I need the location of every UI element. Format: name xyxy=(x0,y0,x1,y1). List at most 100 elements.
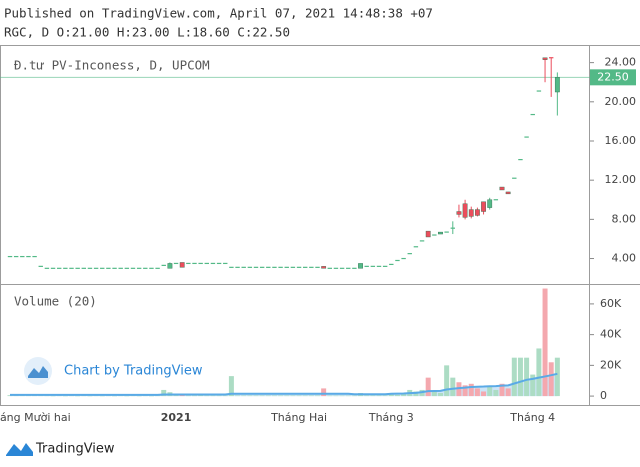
volume-bar xyxy=(222,395,228,397)
volume-bar xyxy=(493,389,499,397)
volume-bar xyxy=(370,395,376,397)
brand-text: TradingView xyxy=(35,442,115,457)
candle-body xyxy=(112,267,117,269)
candle-body xyxy=(536,90,542,92)
volume-bar xyxy=(308,395,314,397)
volume-bar xyxy=(253,395,259,397)
candle-body xyxy=(93,267,99,269)
candle-body xyxy=(444,231,449,233)
published: Published on TradingView.com, April 07, … xyxy=(4,6,433,21)
y-tick-label: 16.00 xyxy=(605,134,637,147)
volume-bar xyxy=(81,395,87,397)
volume-bar xyxy=(161,389,167,397)
candle-body xyxy=(542,57,548,60)
candle-body xyxy=(475,209,480,216)
volume-bar xyxy=(548,362,554,397)
candle-body xyxy=(389,263,394,266)
candle-body xyxy=(192,262,197,265)
volume-bar xyxy=(474,388,480,397)
candle-body xyxy=(173,262,179,265)
x-tick-label: Tháng 3 xyxy=(368,411,414,424)
volume-bar xyxy=(284,395,290,397)
volume-bar xyxy=(327,395,333,397)
candle-body xyxy=(493,199,499,201)
volume-bar xyxy=(468,383,474,397)
candle-body xyxy=(456,211,462,215)
candle-body xyxy=(241,266,246,268)
volume-bar xyxy=(185,395,191,397)
y-tick-label: 24.00 xyxy=(605,56,637,69)
candle-body xyxy=(512,177,517,179)
volume-bar xyxy=(431,391,437,397)
candle-body xyxy=(425,230,431,238)
y-tick-label: 20.00 xyxy=(605,95,637,108)
volume-bar xyxy=(99,395,105,397)
volume-bar xyxy=(228,376,234,397)
candle-body xyxy=(278,266,283,268)
candle-body xyxy=(358,263,363,269)
volume-bar xyxy=(50,395,56,397)
candle-body xyxy=(382,265,388,267)
candle-body xyxy=(346,267,351,269)
volume-bar xyxy=(204,395,210,397)
volume-bar xyxy=(44,395,50,397)
volume-bar xyxy=(315,395,320,397)
y-tick-label: 12.00 xyxy=(605,173,637,186)
volume-bar xyxy=(192,395,197,397)
legend: Đ.tư PV-Inconess, D, UPCOM xyxy=(14,58,210,73)
candle-body xyxy=(524,136,529,138)
x-tick-label: 2021 xyxy=(161,411,192,424)
volume-bar xyxy=(536,348,542,397)
volume-bar xyxy=(517,357,523,397)
candle-body xyxy=(296,266,302,268)
watermark: Chart by TradingView xyxy=(24,357,203,385)
volume-bar xyxy=(93,395,99,397)
candle-body xyxy=(118,267,123,269)
candle-body xyxy=(155,267,160,269)
y2-tick-label: 0 xyxy=(600,389,607,402)
volume-bar xyxy=(105,395,111,397)
volume-ma-line xyxy=(10,372,558,396)
candle-body xyxy=(57,267,62,269)
candle-body xyxy=(186,262,191,265)
volume-bar xyxy=(247,395,253,397)
x-tick-label: Tháng Mười hai xyxy=(0,411,71,424)
ohlc-readout: RGC, D O:21.00 H:23.00 L:18.60 C:22.50 xyxy=(4,25,290,40)
watermark-icon-shape xyxy=(28,366,48,378)
candle-body xyxy=(468,209,474,217)
candle-body xyxy=(419,240,425,242)
candle-body xyxy=(26,255,31,258)
candle-body xyxy=(210,262,216,265)
candle-body xyxy=(32,255,37,258)
volume-bar xyxy=(481,391,487,397)
volume-bar xyxy=(198,395,204,397)
candle-body xyxy=(407,253,412,255)
candle-body xyxy=(554,77,560,93)
volume-bar xyxy=(462,385,468,397)
candle-body xyxy=(259,266,265,268)
volume-bar xyxy=(87,395,93,397)
volume-bar xyxy=(444,365,450,397)
candle-body xyxy=(143,267,148,269)
candle-body xyxy=(284,266,289,268)
candle-body xyxy=(100,267,105,269)
volume-bar xyxy=(241,395,247,397)
volume-bar xyxy=(511,357,517,397)
candle-body xyxy=(290,266,296,268)
last-price-label: 22.50 xyxy=(597,70,629,83)
candle-body xyxy=(69,267,74,269)
y2-tick-label: 40K xyxy=(600,328,622,341)
volume-bar xyxy=(438,393,443,397)
candle-body xyxy=(518,159,523,161)
volume-bar xyxy=(136,395,142,397)
candle-body xyxy=(13,255,19,258)
candle-body xyxy=(505,191,511,195)
candle-body xyxy=(364,265,369,267)
candle-body xyxy=(167,263,173,269)
volume-bar xyxy=(542,288,548,397)
candle-body xyxy=(136,267,142,269)
pane-frame xyxy=(0,45,590,406)
brand: TradingView xyxy=(6,442,115,457)
candle-body xyxy=(438,231,443,235)
candle-body xyxy=(499,186,505,191)
